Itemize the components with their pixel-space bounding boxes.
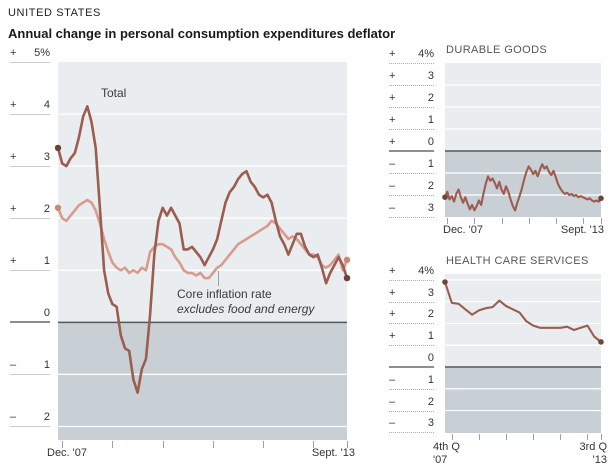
durable-goods-endpoint-dot [598, 195, 604, 202]
region-kicker: UNITED STATES [8, 7, 101, 19]
pce-deflator-total-vs-core-endpoint-dot [54, 144, 62, 152]
pce-deflator-total-vs-core-bg-below-zero [58, 322, 347, 440]
health-care-services-line-health-care-services [443, 281, 603, 344]
pce-deflator-total-vs-core-endpoint-dot [54, 204, 62, 211]
page-title: Annual change in personal consumption ex… [8, 26, 396, 41]
pce-deflator-total-vs-core-line-core-inflation-rate-excludes-food-and-energy- [56, 198, 349, 280]
health-care-services-bg-above-zero [445, 274, 601, 368]
health-care-services-endpoint-dot [598, 339, 604, 345]
durable-goods-line-durable-goods [443, 163, 603, 212]
pce-deflator-total-vs-core-endpoint-dot [343, 256, 351, 264]
pce-deflator-total-vs-core-line-total [56, 105, 349, 394]
health-care-services-bg-below-zero [445, 367, 601, 433]
pce-deflator-total-vs-core-endpoint-dot [343, 274, 351, 282]
health-care-services-endpoint-dot [442, 279, 448, 285]
pce-deflator-total-vs-core-bg-above-zero [58, 62, 347, 323]
durable-goods-endpoint-dot [442, 194, 448, 200]
